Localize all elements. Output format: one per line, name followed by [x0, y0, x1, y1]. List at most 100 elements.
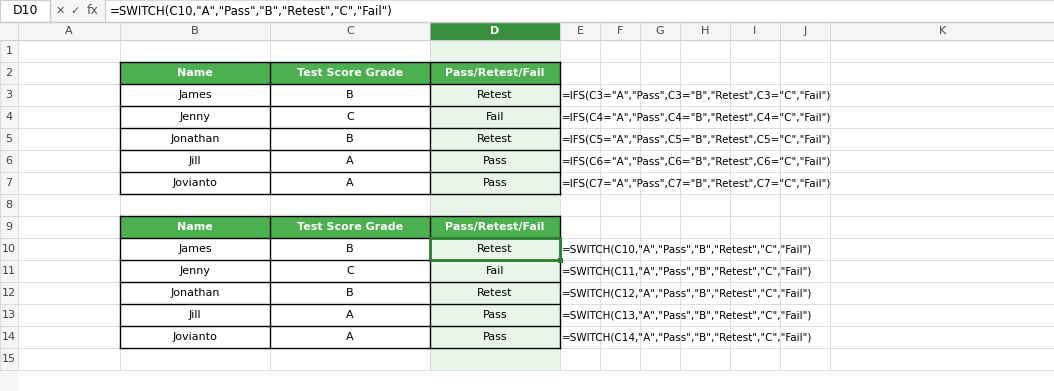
- Text: Pass: Pass: [483, 310, 507, 320]
- Text: =SWITCH(C13,"A","Pass","B","Retest","C","Fail"): =SWITCH(C13,"A","Pass","B","Retest","C",…: [562, 310, 813, 320]
- Bar: [120, 260, 270, 282]
- Text: C: C: [346, 266, 354, 276]
- Text: 15: 15: [2, 354, 16, 364]
- Bar: [120, 150, 270, 172]
- Text: J: J: [803, 26, 806, 36]
- Text: =IFS(C7="A","Pass",C7="B","Retest",C7="C","Fail"): =IFS(C7="A","Pass",C7="B","Retest",C7="C…: [562, 178, 832, 188]
- Text: B: B: [346, 134, 354, 144]
- Bar: [270, 282, 430, 304]
- Text: F: F: [617, 26, 623, 36]
- Text: 5: 5: [5, 134, 13, 144]
- Text: Jovianto: Jovianto: [173, 332, 217, 342]
- Text: 11: 11: [2, 266, 16, 276]
- Text: Jenny: Jenny: [179, 266, 211, 276]
- Text: H: H: [701, 26, 709, 36]
- Text: James: James: [178, 90, 212, 100]
- Text: A: A: [346, 156, 354, 166]
- Text: C: C: [346, 112, 354, 122]
- Text: =IFS(C4="A","Pass",C4="B","Retest",C4="C","Fail"): =IFS(C4="A","Pass",C4="B","Retest",C4="C…: [562, 112, 832, 122]
- Text: B: B: [346, 288, 354, 298]
- Text: 7: 7: [5, 178, 13, 188]
- Bar: [430, 106, 560, 128]
- Bar: [430, 150, 560, 172]
- Bar: [270, 238, 430, 260]
- Bar: [120, 172, 270, 194]
- Text: I: I: [754, 26, 757, 36]
- Text: Pass: Pass: [483, 332, 507, 342]
- Bar: [120, 326, 270, 348]
- Bar: [270, 172, 430, 194]
- Text: Jill: Jill: [189, 156, 201, 166]
- Bar: [270, 84, 430, 106]
- Text: A: A: [346, 310, 354, 320]
- Text: Jonathan: Jonathan: [171, 134, 219, 144]
- Text: B: B: [191, 26, 199, 36]
- Text: D: D: [490, 26, 500, 36]
- Text: G: G: [656, 26, 664, 36]
- Text: Test Score Grade: Test Score Grade: [297, 222, 403, 232]
- Bar: [270, 326, 430, 348]
- Text: Pass/Retest/Fail: Pass/Retest/Fail: [445, 222, 545, 232]
- Text: 4: 4: [5, 112, 13, 122]
- Text: Jonathan: Jonathan: [171, 288, 219, 298]
- Text: ✓: ✓: [71, 6, 80, 16]
- Bar: [430, 282, 560, 304]
- Text: 14: 14: [2, 332, 16, 342]
- Text: Pass: Pass: [483, 156, 507, 166]
- Text: Name: Name: [177, 68, 213, 78]
- Text: Jovianto: Jovianto: [173, 178, 217, 188]
- Bar: [430, 216, 560, 238]
- Bar: [430, 128, 560, 150]
- Bar: [120, 62, 270, 84]
- Bar: [270, 106, 430, 128]
- Text: =IFS(C5="A","Pass",C5="B","Retest",C5="C","Fail"): =IFS(C5="A","Pass",C5="B","Retest",C5="C…: [562, 134, 832, 144]
- Text: =SWITCH(C10,"A","Pass","B","Retest","C","Fail"): =SWITCH(C10,"A","Pass","B","Retest","C",…: [562, 244, 813, 254]
- Text: A: A: [346, 332, 354, 342]
- Text: A: A: [65, 26, 73, 36]
- Text: 13: 13: [2, 310, 16, 320]
- Text: Fail: Fail: [486, 266, 504, 276]
- Text: 9: 9: [5, 222, 13, 232]
- Bar: [120, 106, 270, 128]
- Text: Jill: Jill: [189, 310, 201, 320]
- Bar: [0, 0, 1054, 22]
- Text: 12: 12: [2, 288, 16, 298]
- Text: E: E: [577, 26, 584, 36]
- Text: 1: 1: [5, 46, 13, 56]
- Bar: [430, 22, 560, 40]
- Bar: [0, 22, 18, 391]
- Text: =SWITCH(C10,"A","Pass","B","Retest","C","Fail"): =SWITCH(C10,"A","Pass","B","Retest","C",…: [110, 5, 393, 18]
- Text: =IFS(C3="A","Pass",C3="B","Retest",C3="C","Fail"): =IFS(C3="A","Pass",C3="B","Retest",C3="C…: [562, 90, 832, 100]
- Bar: [270, 150, 430, 172]
- Text: fx: fx: [87, 5, 99, 18]
- Bar: [270, 128, 430, 150]
- Bar: [270, 216, 430, 238]
- Text: =SWITCH(C11,"A","Pass","B","Retest","C","Fail"): =SWITCH(C11,"A","Pass","B","Retest","C",…: [562, 266, 813, 276]
- Text: James: James: [178, 244, 212, 254]
- Bar: [430, 238, 560, 260]
- Text: 2: 2: [5, 68, 13, 78]
- Text: K: K: [938, 26, 945, 36]
- Text: A: A: [346, 178, 354, 188]
- Bar: [430, 62, 560, 84]
- Text: Fail: Fail: [486, 112, 504, 122]
- Bar: [0, 0, 50, 22]
- Bar: [120, 128, 270, 150]
- Bar: [558, 258, 563, 263]
- Text: Retest: Retest: [477, 90, 512, 100]
- Text: Retest: Retest: [477, 244, 512, 254]
- Text: =SWITCH(C12,"A","Pass","B","Retest","C","Fail"): =SWITCH(C12,"A","Pass","B","Retest","C",…: [562, 288, 813, 298]
- Text: =SWITCH(C14,"A","Pass","B","Retest","C","Fail"): =SWITCH(C14,"A","Pass","B","Retest","C",…: [562, 332, 813, 342]
- Text: =IFS(C6="A","Pass",C6="B","Retest",C6="C","Fail"): =IFS(C6="A","Pass",C6="B","Retest",C6="C…: [562, 156, 832, 166]
- Text: Retest: Retest: [477, 134, 512, 144]
- Text: 10: 10: [2, 244, 16, 254]
- Bar: [120, 304, 270, 326]
- Bar: [430, 260, 560, 282]
- Text: B: B: [346, 244, 354, 254]
- Text: Pass/Retest/Fail: Pass/Retest/Fail: [445, 68, 545, 78]
- Bar: [270, 260, 430, 282]
- Bar: [50, 0, 150, 22]
- Text: Name: Name: [177, 222, 213, 232]
- Bar: [120, 282, 270, 304]
- Bar: [0, 22, 1054, 40]
